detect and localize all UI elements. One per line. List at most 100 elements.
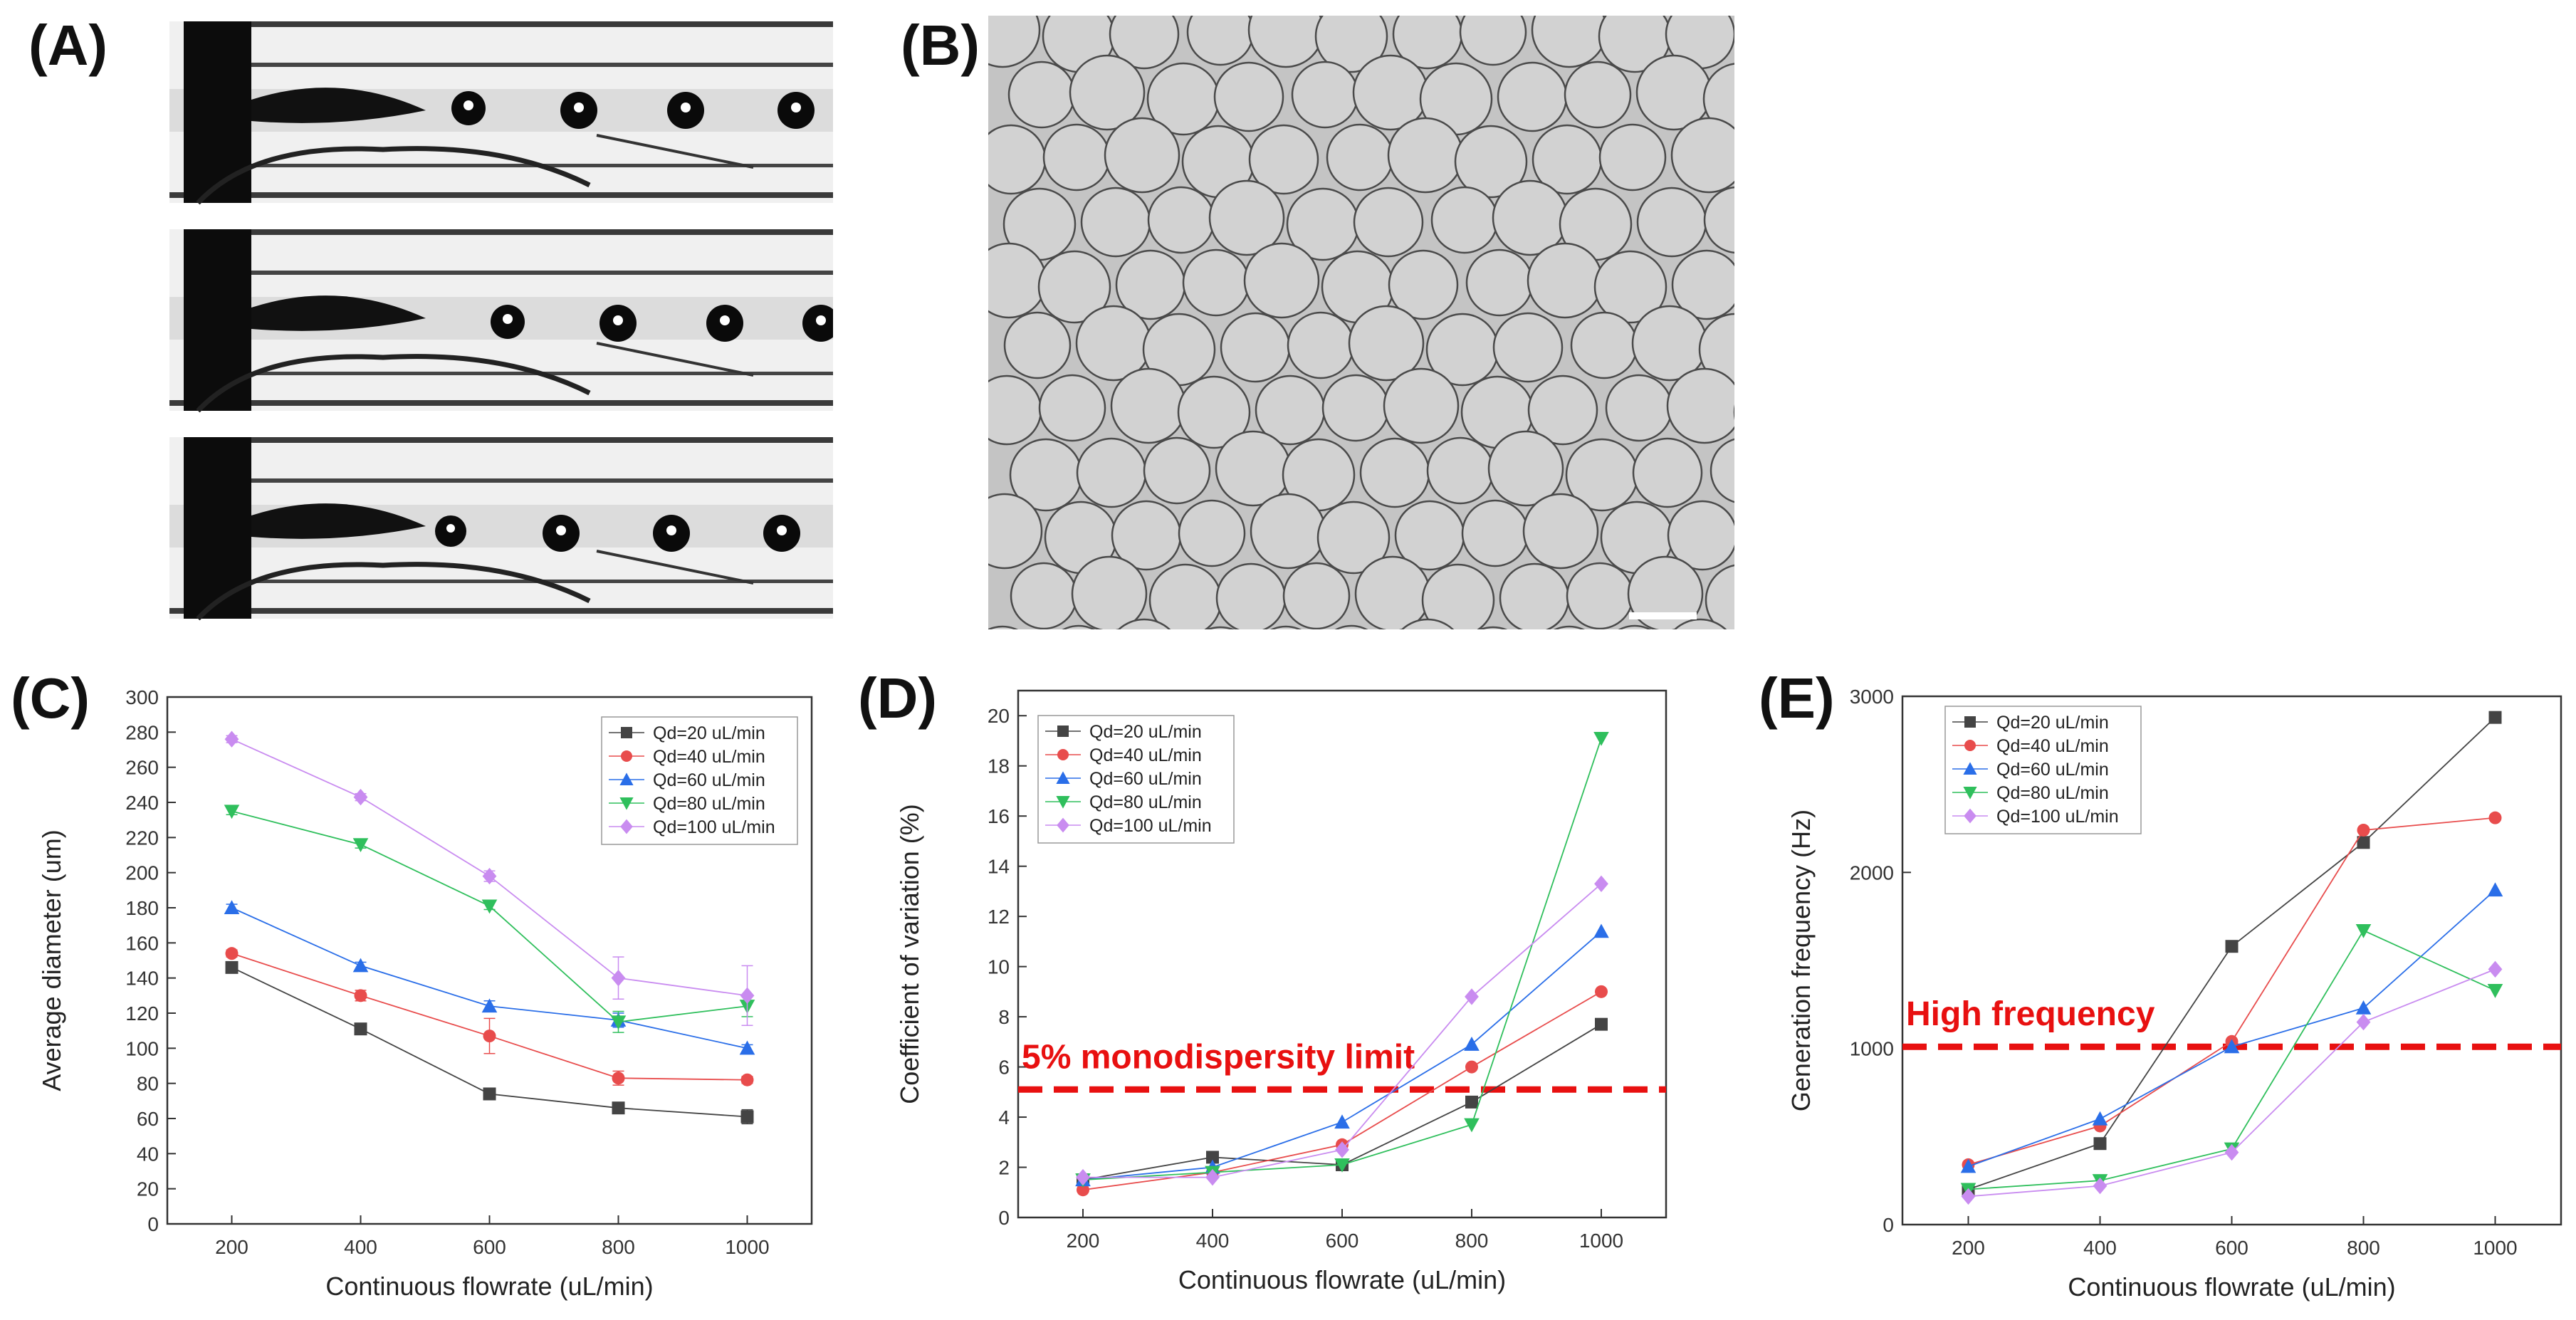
data-point — [2356, 1013, 2371, 1031]
legend-entry: Qd=20 uL/min — [1089, 722, 1202, 742]
x-tick-label: 1000 — [1579, 1230, 1623, 1252]
y-tick-label: 200 — [125, 862, 159, 884]
data-point — [1595, 985, 1608, 998]
y-axis-label: Average diameter (um) — [37, 829, 66, 1091]
y-tick-label: 3000 — [1850, 686, 1894, 708]
data-point — [481, 998, 498, 1013]
x-tick-label: 600 — [473, 1236, 506, 1258]
droplet-frame-1 — [169, 21, 833, 203]
data-point — [1334, 1114, 1350, 1129]
legend-entry: Qd=60 uL/min — [1089, 769, 1202, 789]
data-point — [1465, 988, 1479, 1005]
threshold-label: High frequency — [1906, 995, 2155, 1033]
data-point — [2224, 1039, 2240, 1054]
data-point — [1464, 1118, 1480, 1133]
y-tick-label: 2000 — [1850, 861, 1894, 884]
legend-entry: Qd=40 uL/min — [653, 747, 765, 767]
data-point — [2092, 1111, 2108, 1126]
data-point — [1464, 1037, 1480, 1051]
data-point — [483, 1087, 496, 1101]
legend-entry: Qd=60 uL/min — [1996, 760, 2109, 780]
legend-box — [601, 716, 798, 845]
data-point — [2488, 960, 2503, 978]
x-axis-label: Continuous flowrate (uL/min) — [325, 1272, 653, 1301]
data-point — [2487, 882, 2503, 897]
data-point — [1205, 1168, 1220, 1186]
data-point — [1595, 1017, 1608, 1031]
legend-entry: Qd=20 uL/min — [1996, 713, 2109, 733]
legend-entry: Qd=100 uL/min — [1996, 807, 2119, 827]
legend-entry: Qd=100 uL/min — [653, 817, 775, 837]
legend-entry: Qd=80 uL/min — [653, 794, 765, 814]
droplet-frame-3 — [169, 437, 833, 619]
data-point — [1077, 1183, 1089, 1197]
y-tick-label: 16 — [988, 805, 1010, 827]
data-point — [1961, 1188, 1976, 1205]
legend-entry: Qd=80 uL/min — [1996, 783, 2109, 803]
y-tick-label: 4 — [998, 1106, 1010, 1128]
data-point — [352, 958, 369, 973]
legend: Qd=20 uL/min Qd=40 uL/min Qd=60 uL/min Qd=8… — [1944, 706, 2142, 834]
series-qd-100-ul-min — [1961, 960, 2503, 1205]
legend-marker — [1964, 808, 1976, 824]
legend-entry: Qd=40 uL/min — [1089, 745, 1202, 765]
data-point — [352, 838, 369, 852]
data-point — [1334, 1158, 1350, 1173]
data-point — [2225, 940, 2239, 953]
y-tick-label: 120 — [125, 1002, 159, 1025]
x-tick-label: 200 — [1067, 1230, 1100, 1252]
data-point — [2488, 711, 2502, 724]
y-tick-label: 280 — [125, 721, 159, 743]
data-point — [2357, 823, 2370, 837]
y-tick-label: 0 — [998, 1207, 1010, 1229]
panel-label-e: (E) — [1759, 666, 1835, 730]
y-tick-label: 8 — [998, 1006, 1010, 1028]
series-qd-80-ul-min — [224, 805, 755, 1033]
y-tick-label: 2 — [998, 1157, 1010, 1179]
y-tick-label: 160 — [125, 932, 159, 954]
data-point — [610, 1015, 627, 1030]
data-point — [2488, 811, 2502, 824]
legend-marker — [621, 750, 632, 762]
data-point — [611, 969, 626, 987]
data-point — [740, 987, 755, 1005]
series-qd-100-ul-min — [1076, 875, 1608, 1186]
data-point — [1465, 1060, 1478, 1074]
y-tick-label: 0 — [147, 1213, 159, 1235]
data-point — [1076, 1168, 1090, 1186]
data-point — [481, 899, 498, 914]
series-qd-40-ul-min — [225, 947, 754, 1086]
data-point — [225, 960, 239, 974]
legend-marker — [619, 797, 634, 810]
series-qd-80-ul-min — [1075, 731, 1609, 1188]
data-point — [224, 730, 239, 748]
series-line — [1083, 883, 1602, 1178]
y-tick-label: 12 — [988, 906, 1010, 928]
y-tick-label: 20 — [137, 1178, 159, 1200]
y-tick-label: 10 — [988, 956, 1010, 978]
y-tick-label: 240 — [125, 792, 159, 814]
panel-label-b: (B) — [901, 14, 980, 77]
data-point — [612, 1101, 625, 1115]
data-point — [2487, 984, 2503, 998]
data-point — [612, 1072, 625, 1085]
x-tick-label: 400 — [2083, 1237, 2117, 1259]
legend-marker — [1057, 817, 1069, 833]
legend-marker — [619, 772, 634, 785]
x-tick-label: 200 — [215, 1236, 248, 1258]
y-tick-label: 80 — [137, 1073, 159, 1095]
data-point — [739, 1040, 755, 1055]
chart-d-coefficient-of-variation: 0 2 4 6 8 10 12 14 16 18 20 200 400 600 800 1000 Continu… — [895, 689, 1667, 1294]
data-point — [2224, 1143, 2239, 1161]
threshold-label: 5% monodispersity limit — [1022, 1038, 1415, 1076]
legend-marker — [1963, 762, 1977, 775]
x-tick-label: 800 — [1455, 1230, 1489, 1252]
droplet-generation-images — [169, 21, 833, 627]
data-point — [2355, 923, 2372, 938]
legend-marker — [1056, 771, 1070, 784]
data-point — [1465, 1095, 1478, 1109]
y-tick-label: 220 — [125, 827, 159, 849]
y-tick-label: 40 — [137, 1143, 159, 1165]
data-point — [2093, 1137, 2107, 1151]
y-tick-label: 0 — [1883, 1214, 1894, 1236]
